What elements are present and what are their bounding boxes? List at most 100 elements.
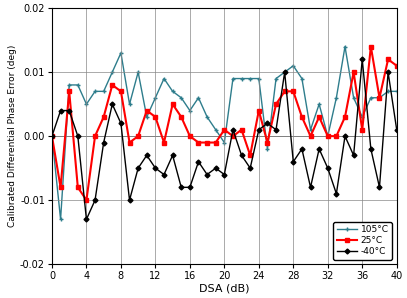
105°C xyxy=(394,90,399,93)
25°C xyxy=(351,70,356,74)
25°C xyxy=(153,115,158,119)
25°C xyxy=(239,128,244,131)
-40°C xyxy=(213,166,218,170)
-40°C xyxy=(265,122,270,125)
-40°C xyxy=(101,141,106,144)
-40°C xyxy=(334,192,339,195)
25°C xyxy=(84,198,89,202)
25°C xyxy=(144,109,149,112)
25°C xyxy=(196,141,201,144)
-40°C xyxy=(308,186,313,189)
-40°C xyxy=(187,186,192,189)
105°C xyxy=(274,77,278,80)
25°C xyxy=(256,109,261,112)
105°C xyxy=(93,90,98,93)
25°C xyxy=(265,141,270,144)
105°C xyxy=(300,77,304,80)
105°C xyxy=(222,141,227,144)
25°C xyxy=(179,115,184,119)
-40°C xyxy=(394,128,399,131)
25°C xyxy=(205,141,210,144)
105°C xyxy=(84,102,89,106)
Y-axis label: Calibrated Differential Phase Error (deg): Calibrated Differential Phase Error (deg… xyxy=(8,45,17,227)
-40°C xyxy=(162,173,166,176)
105°C xyxy=(282,70,287,74)
25°C xyxy=(386,58,391,61)
-40°C xyxy=(50,134,55,138)
-40°C xyxy=(136,166,140,170)
-40°C xyxy=(248,166,253,170)
Line: 25°C: 25°C xyxy=(50,44,399,202)
25°C xyxy=(377,96,382,100)
105°C xyxy=(179,96,184,100)
25°C xyxy=(170,102,175,106)
X-axis label: DSA (dB): DSA (dB) xyxy=(199,284,249,294)
25°C xyxy=(343,115,348,119)
-40°C xyxy=(368,147,373,151)
25°C xyxy=(291,90,296,93)
105°C xyxy=(110,70,115,74)
25°C xyxy=(101,115,106,119)
25°C xyxy=(110,83,115,87)
-40°C xyxy=(58,109,63,112)
105°C xyxy=(334,96,339,100)
-40°C xyxy=(317,147,322,151)
25°C xyxy=(127,141,132,144)
105°C xyxy=(377,96,382,100)
-40°C xyxy=(351,153,356,157)
105°C xyxy=(239,77,244,80)
105°C xyxy=(308,128,313,131)
-40°C xyxy=(256,128,261,131)
105°C xyxy=(343,45,348,48)
105°C xyxy=(187,109,192,112)
-40°C xyxy=(67,109,72,112)
25°C xyxy=(187,134,192,138)
105°C xyxy=(230,77,235,80)
25°C xyxy=(394,64,399,68)
25°C xyxy=(325,134,330,138)
25°C xyxy=(230,134,235,138)
-40°C xyxy=(179,186,184,189)
25°C xyxy=(282,90,287,93)
25°C xyxy=(222,128,227,131)
105°C xyxy=(325,134,330,138)
25°C xyxy=(162,141,166,144)
Legend: 105°C, 25°C, -40°C: 105°C, 25°C, -40°C xyxy=(333,222,392,260)
-40°C xyxy=(386,70,391,74)
25°C xyxy=(368,45,373,48)
25°C xyxy=(334,134,339,138)
105°C xyxy=(144,115,149,119)
105°C xyxy=(75,83,80,87)
105°C xyxy=(213,128,218,131)
25°C xyxy=(136,134,140,138)
25°C xyxy=(58,186,63,189)
105°C xyxy=(67,83,72,87)
-40°C xyxy=(84,218,89,221)
25°C xyxy=(274,102,278,106)
-40°C xyxy=(360,58,365,61)
25°C xyxy=(50,134,55,138)
-40°C xyxy=(282,70,287,74)
-40°C xyxy=(222,173,227,176)
105°C xyxy=(317,102,322,106)
105°C xyxy=(248,77,253,80)
105°C xyxy=(360,115,365,119)
105°C xyxy=(265,147,270,151)
105°C xyxy=(386,90,391,93)
105°C xyxy=(351,96,356,100)
-40°C xyxy=(170,153,175,157)
25°C xyxy=(213,141,218,144)
-40°C xyxy=(93,198,98,202)
-40°C xyxy=(343,134,348,138)
-40°C xyxy=(325,166,330,170)
-40°C xyxy=(118,122,123,125)
25°C xyxy=(300,115,304,119)
-40°C xyxy=(205,173,210,176)
105°C xyxy=(58,218,63,221)
105°C xyxy=(162,77,166,80)
-40°C xyxy=(377,186,382,189)
105°C xyxy=(50,134,55,138)
105°C xyxy=(101,90,106,93)
25°C xyxy=(67,90,72,93)
25°C xyxy=(118,90,123,93)
